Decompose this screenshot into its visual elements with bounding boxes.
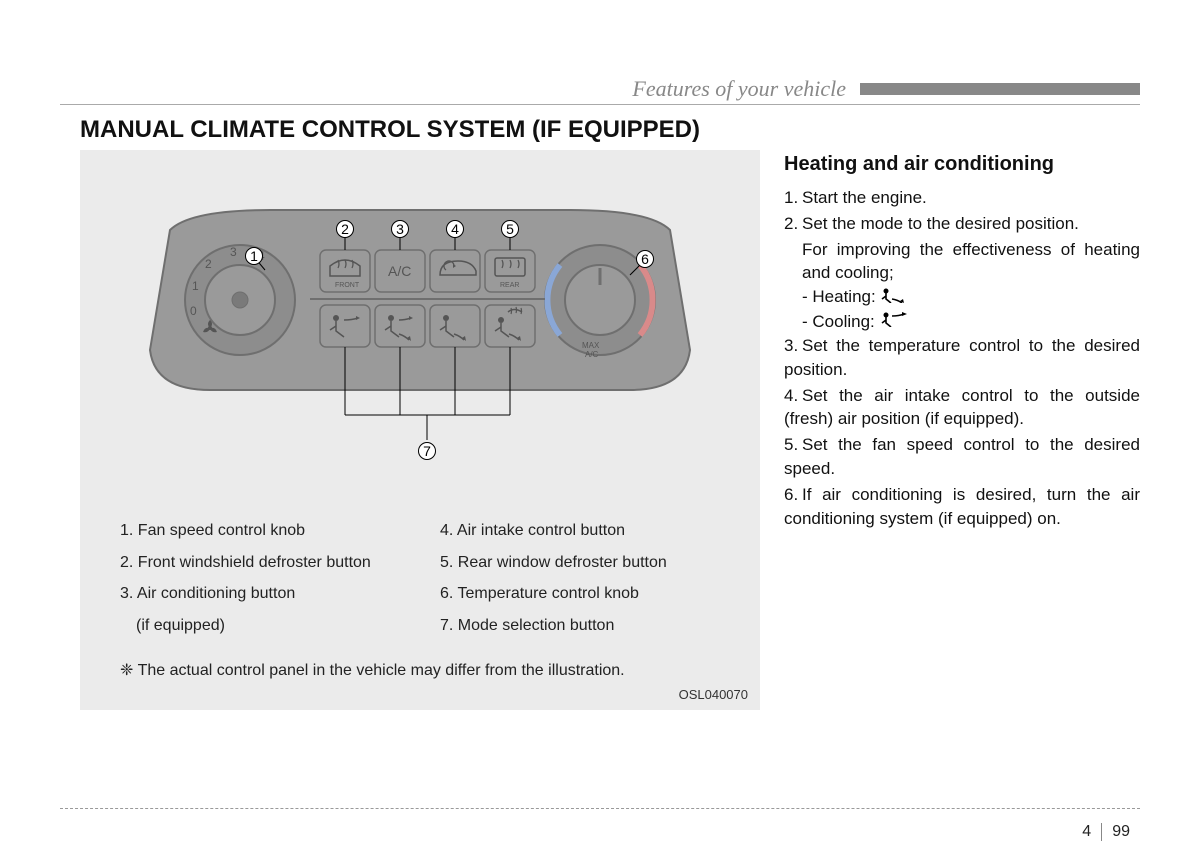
legend-item: 3. Air conditioning button	[120, 581, 400, 607]
step-2: 2.Set the mode to the desired position.	[784, 212, 1140, 236]
svg-text:MAX: MAX	[582, 341, 600, 350]
svg-text:FRONT: FRONT	[335, 282, 360, 289]
heating-mode-line: - Heating:	[784, 285, 1140, 309]
climate-control-illustration: 0 1 2 3 4	[130, 190, 710, 430]
content: 0 1 2 3 4	[80, 150, 1140, 710]
cooling-mode-line: - Cooling:	[784, 310, 1140, 334]
text-column: Heating and air conditioning 1.Start the…	[784, 150, 1140, 710]
page-header: Features of your vehicle	[60, 76, 1140, 102]
step-3: 3.Set the temperature control to the des…	[784, 334, 1140, 382]
figure-code: OSL040070	[679, 687, 748, 702]
figure-legend: 1. Fan speed control knob 2. Front winds…	[120, 518, 720, 644]
svg-text:A/C: A/C	[388, 263, 411, 279]
callout-6: 6	[636, 250, 654, 268]
callout-3: 3	[391, 220, 409, 238]
callout-4: 4	[446, 220, 464, 238]
svg-text:0: 0	[190, 304, 197, 318]
callout-2: 2	[336, 220, 354, 238]
legend-item: 2. Front windshield defroster button	[120, 550, 400, 576]
floor-vent-icon	[880, 286, 910, 310]
subsection-heading: Heating and air conditioning	[784, 150, 1140, 178]
legend-item: 5. Rear window defroster button	[440, 550, 720, 576]
chapter-number: 4	[1082, 823, 1091, 841]
legend-item: 4. Air intake control button	[440, 518, 720, 544]
step-1: 1.Start the engine.	[784, 186, 1140, 210]
page-number: 4 99	[1082, 823, 1130, 841]
step-4: 4.Set the air intake control to the outs…	[784, 384, 1140, 432]
header-rule	[60, 104, 1140, 105]
svg-text:A/C: A/C	[585, 350, 599, 359]
callout-5: 5	[501, 220, 519, 238]
figure-box: 0 1 2 3 4	[80, 150, 760, 710]
svg-text:3: 3	[230, 245, 237, 259]
callout-1: 1	[245, 247, 263, 265]
legend-right-col: 4. Air intake control button 5. Rear win…	[440, 518, 720, 644]
svg-text:2: 2	[205, 257, 212, 271]
manual-page: Features of your vehicle MANUAL CLIMATE …	[0, 0, 1200, 861]
legend-item: 6. Temperature control knob	[440, 581, 720, 607]
step-6: 6.If air conditioning is desired, turn t…	[784, 483, 1140, 531]
step-2-sub: For improving the effectiveness of heati…	[784, 238, 1140, 286]
page-num-separator	[1101, 823, 1102, 841]
svg-text:REAR: REAR	[500, 282, 519, 289]
svg-text:1: 1	[192, 279, 199, 293]
legend-item: (if equipped)	[120, 613, 400, 639]
header-decoration	[860, 83, 1140, 95]
page-title: MANUAL CLIMATE CONTROL SYSTEM (IF EQUIPP…	[80, 116, 700, 144]
step-5: 5.Set the fan speed control to the desir…	[784, 433, 1140, 481]
callout-7: 7	[418, 442, 436, 460]
figure-note: ❈ The actual control panel in the vehicl…	[120, 660, 625, 680]
legend-left-col: 1. Fan speed control knob 2. Front winds…	[120, 518, 400, 644]
section-title: Features of your vehicle	[632, 76, 854, 102]
page-number-value: 99	[1112, 823, 1130, 841]
footer-rule	[60, 808, 1140, 809]
legend-item: 7. Mode selection button	[440, 613, 720, 639]
legend-item: 1. Fan speed control knob	[120, 518, 400, 544]
face-vent-icon	[880, 310, 910, 334]
